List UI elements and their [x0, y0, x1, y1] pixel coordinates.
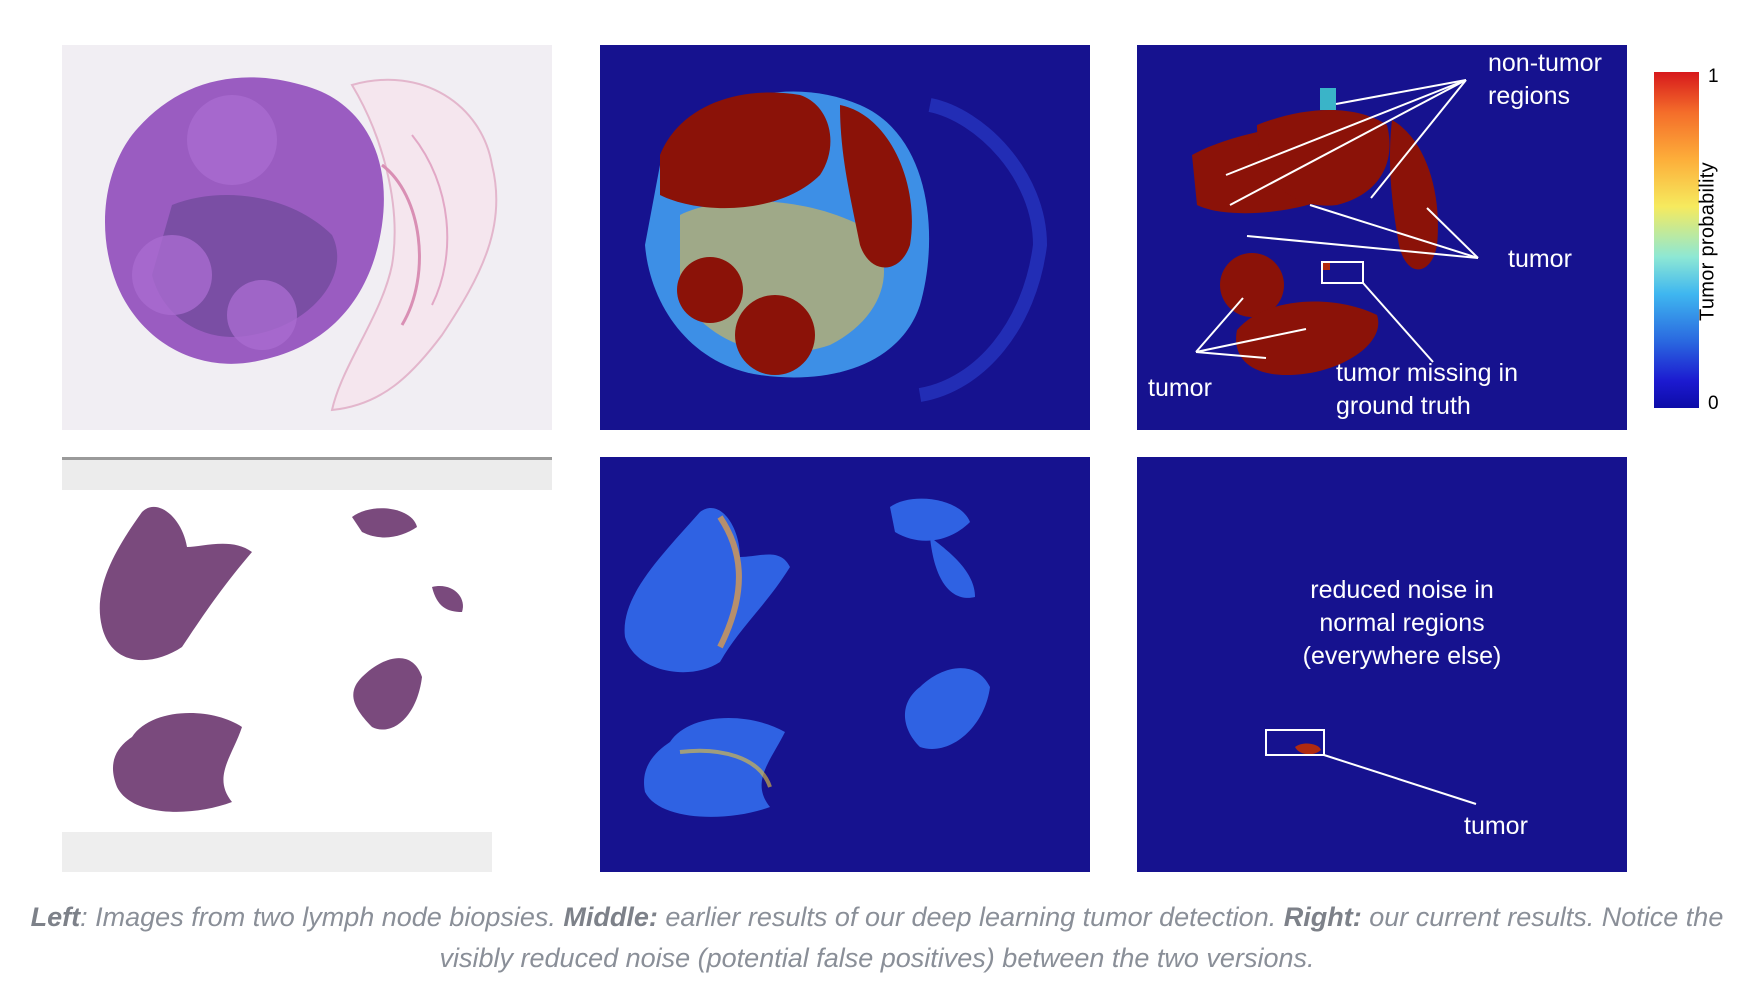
caption-middle-label: Middle: — [563, 902, 658, 932]
biopsy-image-1 — [62, 45, 552, 430]
annotation-reduced-noise: reduced noise in normal regions (everywh… — [1302, 576, 1502, 670]
caption-right-text: our current results. Notice the visibly … — [439, 902, 1724, 973]
annotation-tumor-bottom: tumor — [1464, 812, 1528, 840]
caption-middle-text: earlier results of our deep learning tum… — [657, 902, 1284, 932]
heatmap-earlier-2 — [600, 457, 1090, 872]
colorbar-min-label: 0 — [1708, 393, 1719, 414]
caption-left-text: : Images from two lymph node biopsies. — [80, 902, 564, 932]
annotation-tumor-left: tumor — [1148, 374, 1212, 402]
heatmap-earlier-1 — [600, 45, 1090, 430]
annotation-non-tumor-regions: non-tumor regions — [1488, 49, 1602, 110]
annotation-tumor-missing: tumor missing in ground truth — [1336, 359, 1518, 420]
biopsy-image-2 — [62, 457, 552, 872]
caption-left-label: Left — [30, 902, 81, 932]
figure-caption: Left: Images from two lymph node biopsie… — [0, 897, 1754, 979]
caption-right-label: Right: — [1283, 902, 1362, 932]
colorbar — [1654, 72, 1699, 408]
colorbar-title: Tumor probability — [1696, 162, 1719, 321]
annotation-tumor-right: tumor — [1508, 245, 1572, 273]
colorbar-max-label: 1 — [1708, 66, 1719, 87]
